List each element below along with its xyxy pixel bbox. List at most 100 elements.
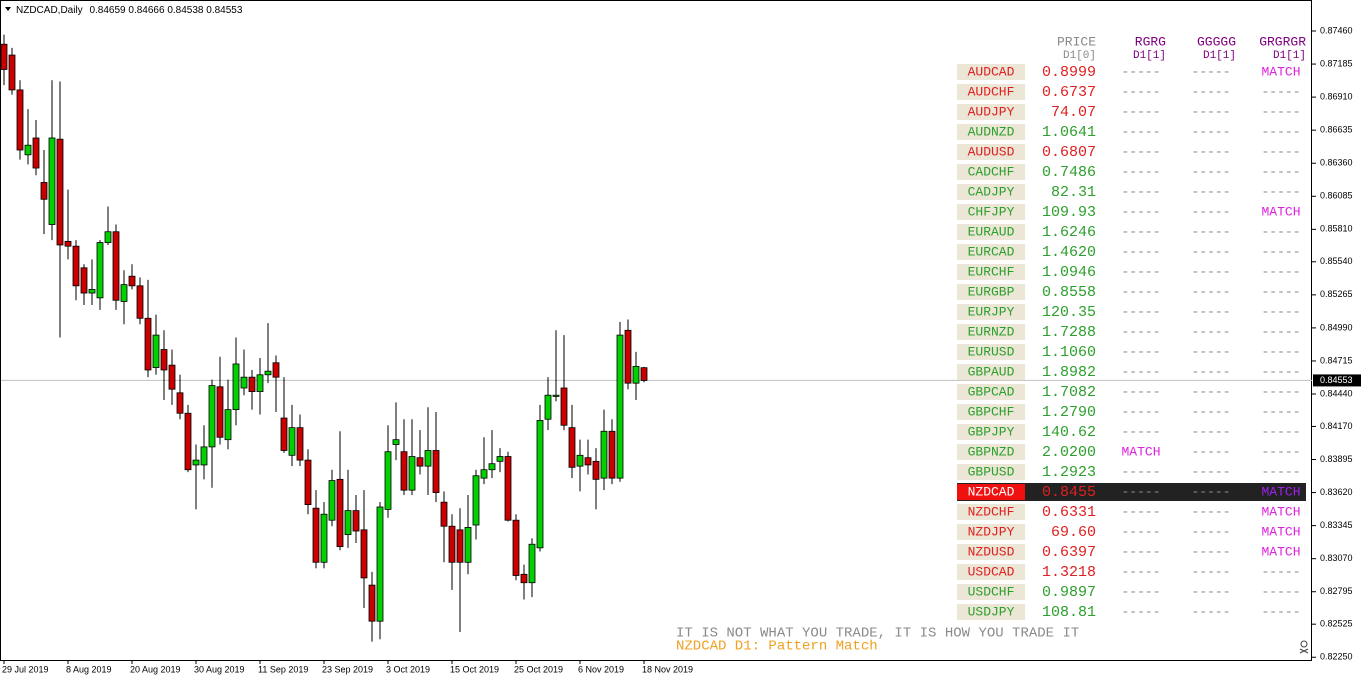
symbol: GBPCAD bbox=[968, 384, 1015, 399]
x-tick-label: 15 Oct 2019 bbox=[450, 664, 499, 674]
candle-body bbox=[344, 510, 352, 536]
candle-body bbox=[576, 454, 584, 467]
x-tick-label: 23 Sep 2019 bbox=[322, 664, 373, 674]
symbol: GBPNZD bbox=[968, 444, 1015, 459]
candle-body bbox=[320, 513, 328, 563]
price: 109.93 bbox=[1042, 204, 1096, 221]
symbol: AUDJPY bbox=[968, 104, 1015, 119]
symbol-badge bbox=[957, 464, 1025, 480]
symbol: EURCHF bbox=[968, 264, 1015, 279]
symbol-badge bbox=[957, 284, 1025, 300]
x-tick-label: 3 Oct 2019 bbox=[386, 664, 430, 674]
candle-body bbox=[48, 137, 56, 225]
candle-body bbox=[368, 584, 376, 622]
symbol-badge bbox=[957, 244, 1025, 260]
symbol-badge bbox=[957, 84, 1025, 100]
candle-body bbox=[584, 457, 592, 466]
price: 1.0641 bbox=[1042, 124, 1096, 141]
symbol-badge bbox=[957, 164, 1025, 180]
symbol-badge bbox=[957, 584, 1025, 600]
pattern-cell: ----- bbox=[1261, 184, 1300, 199]
price: 1.7082 bbox=[1042, 384, 1096, 401]
price: 1.2923 bbox=[1042, 464, 1096, 481]
pattern-cell: ----- bbox=[1191, 404, 1230, 419]
pattern-cell: ----- bbox=[1261, 604, 1300, 619]
ohlc-high: 0.84666 bbox=[128, 5, 165, 16]
candle-body bbox=[152, 334, 160, 368]
y-tick-label: 0.82795 bbox=[1320, 586, 1353, 596]
pattern-cell: ----- bbox=[1191, 264, 1230, 279]
symbol-badge bbox=[957, 64, 1025, 80]
pattern-cell: MATCH bbox=[1261, 524, 1300, 539]
candle-body bbox=[456, 529, 464, 563]
price: 2.0200 bbox=[1042, 444, 1096, 461]
candle-body bbox=[416, 457, 424, 467]
pattern-cell: ----- bbox=[1261, 564, 1300, 579]
candle-body bbox=[216, 386, 224, 438]
candle-body bbox=[552, 394, 560, 397]
y-tick-label: 0.84170 bbox=[1320, 421, 1353, 431]
candle-body bbox=[80, 267, 88, 294]
symbol: CADJPY bbox=[968, 184, 1015, 199]
price: 0.9897 bbox=[1042, 584, 1096, 601]
y-tick-label: 0.86360 bbox=[1320, 158, 1353, 168]
candle-body bbox=[88, 289, 96, 294]
x-tick-label: 20 Aug 2019 bbox=[130, 664, 181, 674]
candle-body bbox=[568, 427, 576, 468]
symbol: NZDJPY bbox=[968, 524, 1015, 539]
pattern-cell: ----- bbox=[1191, 224, 1230, 239]
pattern-cell: ----- bbox=[1191, 84, 1230, 99]
candle-body bbox=[592, 460, 600, 480]
symbol: NZDCHF bbox=[968, 504, 1015, 519]
candle-body bbox=[8, 54, 16, 91]
symbol-badge bbox=[957, 224, 1025, 240]
symbol-badge bbox=[957, 384, 1025, 400]
pattern-cell: ----- bbox=[1121, 404, 1160, 419]
price: 1.1060 bbox=[1042, 344, 1096, 361]
symbol-badge bbox=[957, 264, 1025, 280]
pattern-cell: ----- bbox=[1261, 364, 1300, 379]
pattern-cell: ----- bbox=[1261, 224, 1300, 239]
ohlc-close: 0.84553 bbox=[206, 5, 243, 16]
candle-body bbox=[360, 529, 368, 579]
symbol: GBPJPY bbox=[968, 424, 1015, 439]
price: 0.8558 bbox=[1042, 284, 1096, 301]
candle-body bbox=[128, 275, 136, 287]
candle-body bbox=[144, 317, 152, 371]
column-header: D1[1] bbox=[1203, 50, 1236, 62]
candle-body bbox=[536, 420, 544, 549]
candle-body bbox=[424, 450, 432, 467]
pattern-cell: ----- bbox=[1121, 424, 1160, 439]
pattern-cell: ----- bbox=[1121, 324, 1160, 339]
y-tick-label: 0.82250 bbox=[1320, 652, 1353, 662]
symbol-badge bbox=[957, 504, 1025, 520]
symbol-badge bbox=[957, 544, 1025, 560]
pattern-cell: MATCH bbox=[1261, 504, 1300, 519]
symbol-badge bbox=[957, 424, 1025, 440]
pattern-cell: ----- bbox=[1191, 164, 1230, 179]
pattern-cell: ----- bbox=[1261, 404, 1300, 419]
slogan: IT IS NOT WHAT YOU TRADE, IT IS HOW YOU … bbox=[676, 626, 1079, 642]
pattern-cell: ----- bbox=[1191, 524, 1230, 539]
pattern-cell: ----- bbox=[1191, 284, 1230, 299]
menu-arrow[interactable] bbox=[5, 7, 11, 11]
candle-body bbox=[104, 231, 112, 243]
symbol: CADCHF bbox=[968, 164, 1015, 179]
column-header: D1[0] bbox=[1063, 50, 1096, 62]
candle-body bbox=[400, 451, 408, 491]
candle-body bbox=[0, 43, 8, 70]
y-tick-label: 0.85810 bbox=[1320, 224, 1353, 234]
pattern-cell: ----- bbox=[1121, 164, 1160, 179]
column-header: GRGRGR bbox=[1259, 34, 1306, 49]
symbol: GBPCHF bbox=[968, 404, 1015, 419]
candle-body bbox=[280, 417, 288, 451]
candle-body bbox=[632, 365, 640, 384]
candle-body bbox=[464, 527, 472, 563]
pattern-cell: ----- bbox=[1191, 204, 1230, 219]
candle-body bbox=[432, 450, 440, 493]
pattern-cell: ----- bbox=[1191, 484, 1230, 499]
candle-body bbox=[624, 329, 632, 384]
price: 0.8999 bbox=[1042, 64, 1096, 81]
candle-body bbox=[448, 525, 456, 563]
symbol: GBPUSD bbox=[968, 464, 1015, 479]
